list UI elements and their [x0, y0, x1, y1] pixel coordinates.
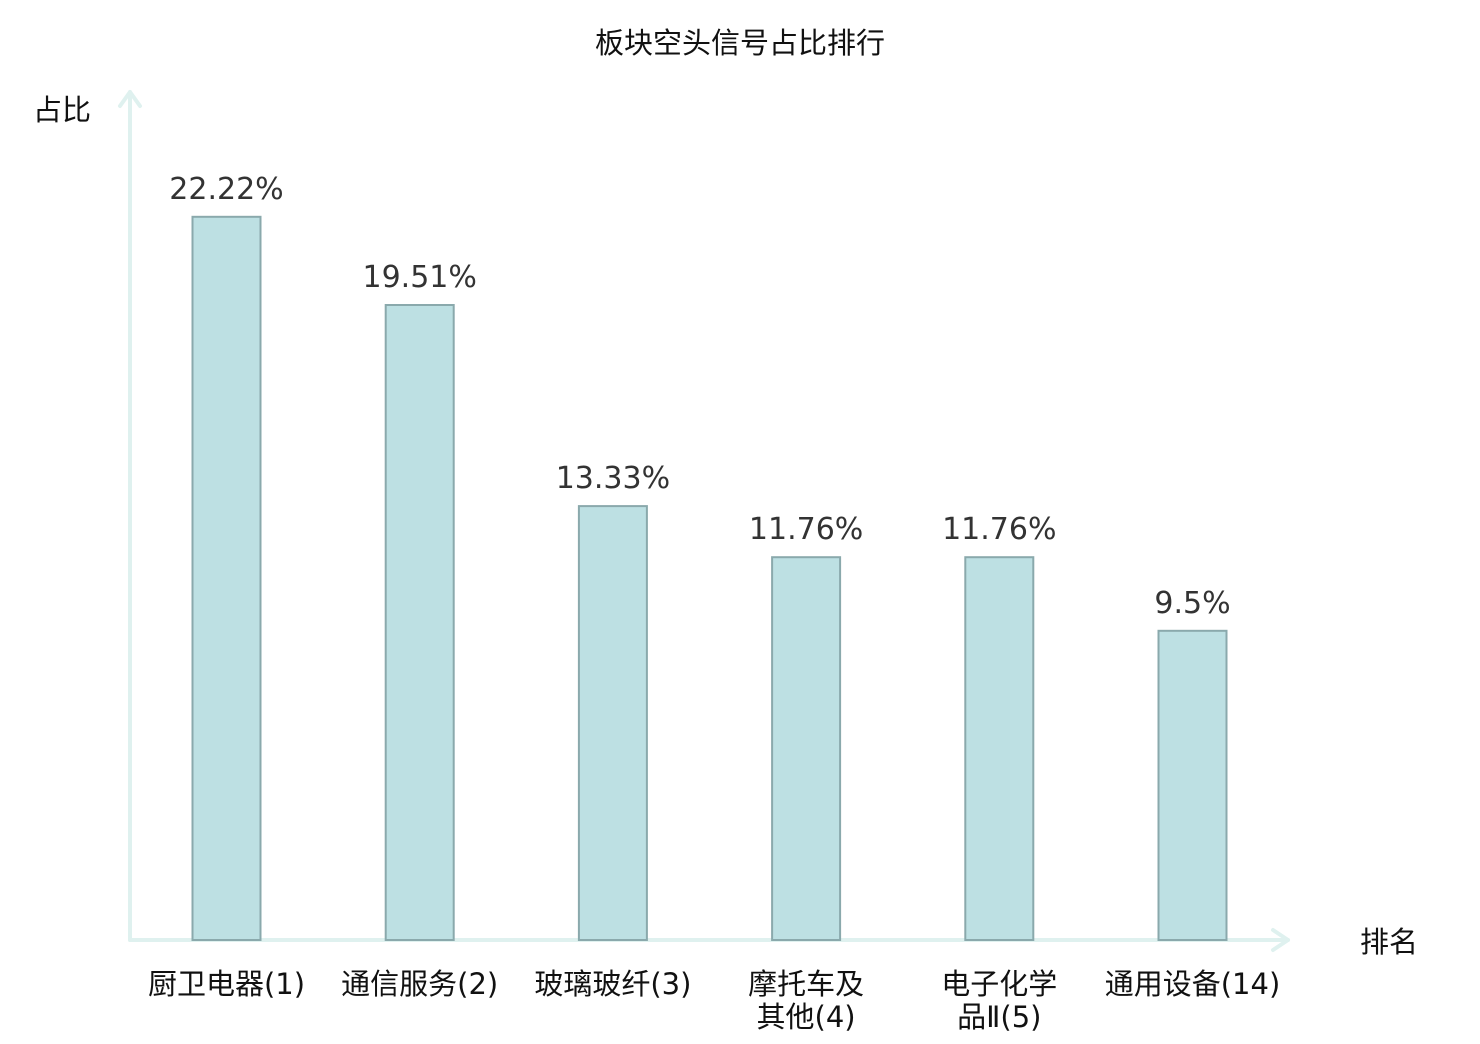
value-label-6: 9.5% — [1154, 586, 1230, 621]
category-label-4-line-2: 其他(4) — [757, 1000, 856, 1034]
value-label-4: 11.76% — [749, 512, 863, 547]
value-label-5: 11.76% — [942, 512, 1056, 547]
chart-title: 板块空头信号占比排行 — [595, 26, 885, 60]
bar-1 — [191, 215, 262, 942]
category-label-3: 玻璃玻纤(3) — [534, 967, 691, 1001]
bar-3 — [577, 505, 648, 941]
category-label-6: 通用设备(14) — [1105, 967, 1281, 1001]
x-axis-label: 排名 — [1360, 925, 1418, 959]
category-label-5-line-1: 电子化学 — [941, 967, 1057, 1001]
x-axis-arrow — [1271, 928, 1290, 952]
bar-5 — [964, 556, 1035, 941]
category-label-4-line-1: 摩托车及 — [748, 967, 864, 1001]
bar-2 — [384, 304, 455, 941]
category-label-1: 厨卫电器(1) — [148, 967, 305, 1001]
category-label-5-line-2: 品Ⅱ(5) — [957, 1000, 1041, 1034]
bar-4 — [771, 556, 842, 941]
value-labels: 22.22% 19.51% 13.33% 11.76% 11.76% 9.5% — [169, 172, 1230, 621]
category-label-2: 通信服务(2) — [341, 967, 498, 1001]
value-label-3: 13.33% — [556, 461, 670, 496]
value-label-1: 22.22% — [169, 172, 283, 207]
bars — [191, 215, 1228, 942]
y-axis-arrow — [118, 90, 142, 108]
value-label-2: 19.51% — [363, 260, 477, 295]
bar-6 — [1157, 629, 1228, 941]
y-axis-label: 占比 — [33, 93, 91, 127]
